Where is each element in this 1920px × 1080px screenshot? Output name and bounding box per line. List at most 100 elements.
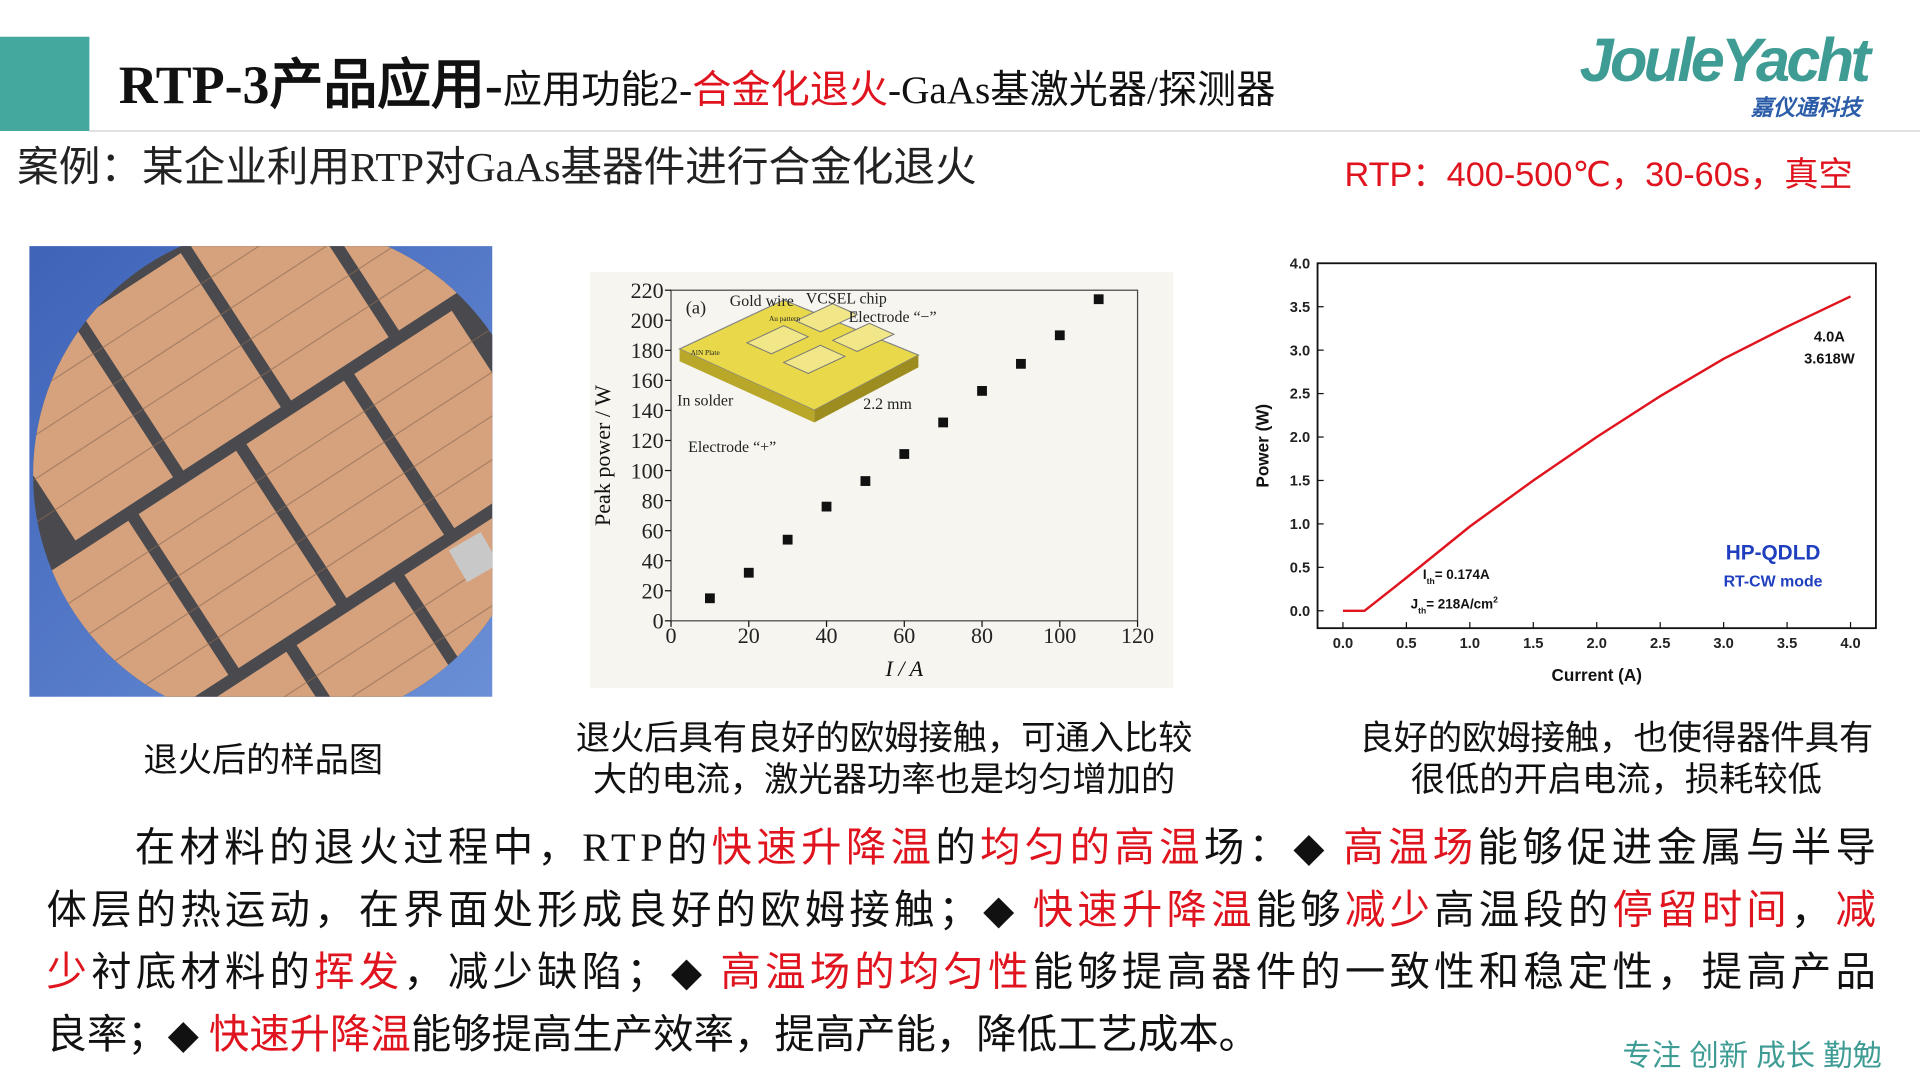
y-tick-label: 60 [642,518,664,543]
y-tick-label: 180 [631,338,664,363]
paragraph-line: 少衬底材料的 挥发 ，减少缺陷；◆ 高温场的均匀性 能够提高器件的一致性和稳定性，提高… [47,950,1876,995]
threshold-density: Jth= 218A/cm2 [1411,594,1499,615]
inset-pads [745,303,896,375]
x-axis-label: I / A [885,656,924,681]
data-point [977,385,987,396]
annotation: 2 [1493,594,1498,604]
highlight-text: 快速升降温 [1033,887,1252,932]
paragraph-line: 在材料的退火过程中，RTP的 快速升降温的均匀的高温 场：◆ 高温场 能够促进金属与半… [135,825,1876,870]
body-text: 能够提高生产效率，提高产能，降低工艺成本。 [411,1012,1259,1057]
x-tick-label: 40 [816,623,838,648]
y-tick-label: 3.5 [1290,300,1310,316]
highlight-text: 高温场的均匀性 [720,950,1028,995]
y-tick-label: 3.0 [1290,343,1310,359]
annotation: = 0.174A [1435,567,1490,582]
body-text: 的 [935,825,975,870]
x-tick-label: 3.5 [1777,636,1797,652]
annotation: th [1427,576,1435,586]
data-point [1054,330,1065,341]
inset-plate-edge [679,348,815,423]
y-tick-label: 0 [653,609,664,634]
annotation: 3.618W [1804,352,1855,368]
body-text: 衬底材料的 [91,950,310,995]
x-tick-label: 1.0 [1460,636,1480,652]
title-part: -GaAs基激光器/探测器 [888,69,1275,112]
caption-line: 退火后具有良好的欧姆接触，可通入比较 [576,719,1193,757]
data-point [743,567,754,578]
photo-caption: 退火后的样品图 [143,741,383,779]
body-text: 能够促进金属与半导 [1478,825,1876,870]
y-tick-label: 1.0 [1290,517,1310,533]
caption-line: 很低的开启电流，损耗较低 [1411,761,1822,799]
data-point [705,593,715,604]
y-tick-label: 160 [631,368,664,393]
annotation: Gold wire [730,293,794,310]
y-tick-label: 1.5 [1290,474,1310,490]
highlight-text: 均匀的高温 [980,825,1199,870]
y-axis-label: Peak power / W [590,385,615,526]
highlight-text: 快速升降温 [712,825,931,870]
caption-line: 良好的欧姆接触，也使得器件具有 [1359,719,1873,757]
highlight-text: 高温场 [1343,825,1473,870]
inset-plate-edge [814,355,919,423]
annotation: 2.2 mm [863,396,912,413]
annotation: J [1411,597,1418,612]
x-tick-label: 4.0 [1840,636,1860,652]
paragraph-line: 体层的热运动，在界面处形成良好的欧姆接触；◆ 快速升降温 能够 减少 高温段的 停留时间… [47,887,1876,932]
y-tick-label: 40 [642,548,664,573]
annotation: AlN Plate [691,348,720,357]
body-text: 能够提高器件的一致性和稳定性，提高产品 [1033,950,1876,995]
conditions: RTP：400-500℃，30-60s，真空 [1344,156,1852,194]
x-tick-label: 100 [1043,623,1076,648]
highlight-text: 快速升降温 [209,1012,411,1057]
annotation: (a) [686,297,706,318]
x-tick-label: 0.0 [1333,636,1353,652]
highlight-text: 减 [1836,887,1876,932]
header-accent [0,36,90,132]
data-point [938,417,949,428]
annotation: I [1423,567,1427,582]
body-text: 在材料的退火过程中，RTP的 [135,825,708,870]
x-tick-label: 0 [666,623,677,648]
x-tick-label: 60 [893,623,915,648]
x-tick-label: 120 [1121,623,1154,648]
y-axis-label: Power (W) [1253,404,1273,488]
x-tick-label: 3.0 [1713,636,1733,652]
y-tick-label: 4.0 [1290,256,1310,272]
annotation: VCSEL chip [806,291,887,308]
data-point [860,476,871,486]
annotation: th [1418,605,1426,615]
body-text: 场：◆ [1204,825,1339,870]
chart: 0.0 0.5 1.0 1.5 2.0 2.5 3.0 3.5 4.0 0.0 0.5 1.0 1.5 2… [1253,256,1877,685]
body-text: 良率；◆ [47,1012,209,1057]
annotation: = 218A/cm [1426,597,1493,612]
body-text: ，减少缺陷；◆ [403,950,716,995]
data-point [782,534,793,545]
chart: 0 20 40 60 80 100 1200204060801001201401601802… [590,278,1154,681]
caption-line: 大的电流，激光器功率也是均匀增加的 [593,761,1176,799]
chart2-caption: 良好的欧姆接触，也使得器件具有 很低的开启电流，损耗较低 [1359,719,1873,799]
data-point [821,501,832,512]
title: RTP-3产品应用-应用功能2-合金化退火-GaAs基激光器/探测器 [119,55,1276,115]
inset-labels: (a) Gold wire VCSEL chip Electrode “−” A… [677,291,936,456]
chart1-caption: 退火后具有良好的欧姆接触，可通入比较 大的电流，激光器功率也是均匀增加的 [576,719,1193,799]
annotation: In solder [677,392,734,409]
data-line [1342,295,1852,613]
annotation: HP-QDLD [1726,542,1821,565]
title-part: 应用功能2- [503,69,692,112]
annotation: Au pattern [769,314,800,323]
y-tick-label: 200 [631,308,664,333]
title-part: 合金化退火 [692,69,888,112]
y-tick-label: 2.0 [1290,430,1310,446]
slogan: 专注 创新 成长 勤勉 [1622,1039,1882,1072]
data-point [899,449,910,459]
annotation: Electrode “+” [688,439,776,456]
annotation: RT-CW mode [1724,574,1823,591]
x-tick-label: 0.5 [1396,636,1416,652]
y-tick-label: 120 [631,428,664,453]
title-main: RTP-3产品应用- [119,55,503,115]
logo-name: JouleYacht [1580,26,1874,94]
threshold-current: Ith= 0.174A [1423,567,1490,586]
